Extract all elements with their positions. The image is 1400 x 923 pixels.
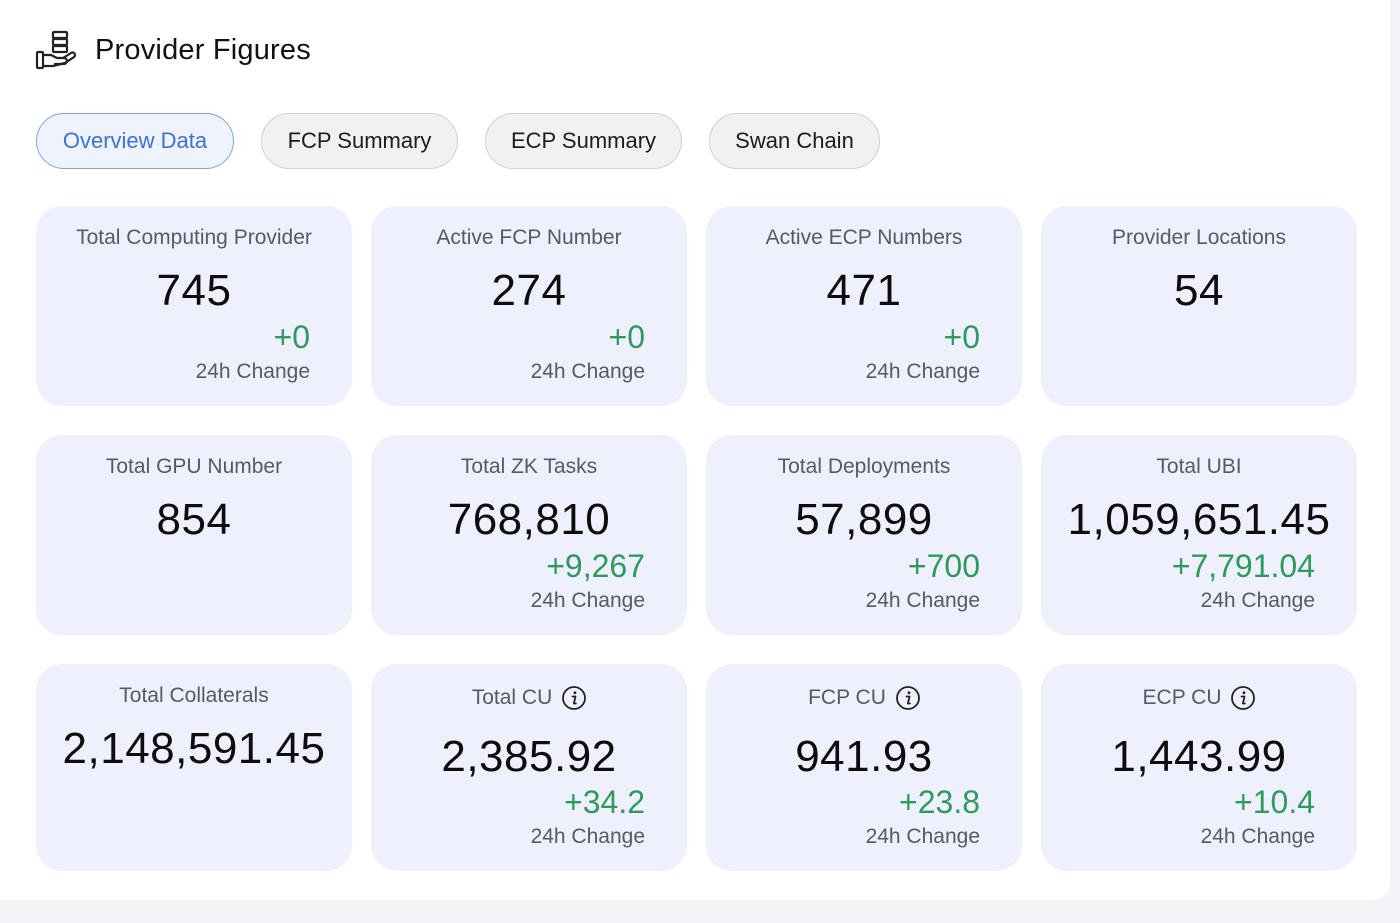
stat-change-label: 24h Change	[865, 825, 980, 848]
stat-label: Provider Locations	[1112, 226, 1286, 249]
stat-label: Total CU	[471, 686, 553, 709]
stat-change-label: 24h Change	[530, 825, 645, 848]
stat-card-fcp-cu: FCP CU 941.93 +23.8 24h Change	[706, 664, 1022, 871]
stat-value: 1,443.99	[1111, 732, 1287, 781]
tab-swan-chain[interactable]: Swan Chain	[709, 113, 880, 169]
stat-value: 2,385.92	[441, 732, 617, 781]
stat-card-total-deployments: Total Deployments 57,899 +700 24h Change	[706, 435, 1022, 635]
info-icon[interactable]	[562, 686, 587, 710]
tab-bar: Overview Data FCP Summary ECP Summary Sw…	[36, 113, 880, 169]
stat-value: 854	[156, 495, 232, 544]
stat-change-label: 24h Change	[195, 360, 310, 383]
stat-label: Total GPU Number	[105, 455, 283, 478]
stat-card-total-computing-provider: Total Computing Provider 745 +0 24h Chan…	[36, 206, 352, 406]
stat-card-total-ubi: Total UBI 1,059,651.45 +7,791.04 24h Cha…	[1041, 435, 1357, 635]
provider-hand-icon	[35, 30, 79, 70]
stat-label: Active ECP Numbers	[765, 226, 963, 249]
page-title: Provider Figures	[95, 33, 311, 66]
stat-change: +10.4	[1234, 784, 1315, 820]
info-icon[interactable]	[895, 686, 920, 710]
stat-change-label: 24h Change	[865, 360, 980, 383]
stat-label: Total Deployments	[777, 455, 951, 478]
stat-value: 471	[826, 266, 902, 315]
stat-change: +0	[608, 319, 645, 355]
tab-overview-data[interactable]: Overview Data	[36, 113, 234, 169]
stat-label: Total UBI	[1156, 455, 1242, 478]
stat-label: Total Computing Provider	[76, 226, 312, 249]
stat-label: Total ZK Tasks	[460, 455, 598, 478]
panel-header: Provider Figures	[35, 30, 311, 70]
stat-change-label: 24h Change	[1200, 825, 1315, 848]
stat-card-total-gpu-number: Total GPU Number 854	[36, 435, 352, 635]
stat-card-total-cu: Total CU 2,385.92 +34.2 24h Change	[371, 664, 687, 871]
stat-label-row: ECP CU	[1041, 686, 1357, 710]
provider-figures-panel: Provider Figures Overview Data FCP Summa…	[0, 0, 1390, 900]
stat-card-total-zk-tasks: Total ZK Tasks 768,810 +9,267 24h Change	[371, 435, 687, 635]
stat-change: +0	[273, 319, 310, 355]
stat-card-active-ecp-numbers: Active ECP Numbers 471 +0 24h Change	[706, 206, 1022, 406]
stat-value: 57,899	[795, 495, 933, 544]
stat-value: 941.93	[795, 732, 933, 781]
stat-value: 768,810	[447, 495, 611, 544]
stats-grid: Total Computing Provider 745 +0 24h Chan…	[36, 206, 1357, 871]
stat-change: +23.8	[899, 784, 980, 820]
stat-value: 1,059,651.45	[1067, 495, 1331, 544]
stat-card-active-fcp-number: Active FCP Number 274 +0 24h Change	[371, 206, 687, 406]
stat-change: +9,267	[546, 548, 645, 584]
stat-change: +34.2	[564, 784, 645, 820]
stat-card-ecp-cu: ECP CU 1,443.99 +10.4 24h Change	[1041, 664, 1357, 871]
stat-card-total-collaterals: Total Collaterals 2,148,591.45	[36, 664, 352, 871]
stat-label-row: Total CU	[371, 686, 687, 710]
stat-change-label: 24h Change	[865, 589, 980, 612]
stat-change-label: 24h Change	[1200, 589, 1315, 612]
stat-value: 54	[1174, 266, 1224, 315]
tab-fcp-summary[interactable]: FCP Summary	[261, 113, 458, 169]
stat-change-label: 24h Change	[530, 360, 645, 383]
stat-change-label: 24h Change	[530, 589, 645, 612]
info-icon[interactable]	[1231, 686, 1256, 710]
stat-value: 745	[156, 266, 232, 315]
stat-change: +7,791.04	[1171, 548, 1315, 584]
stat-label-row: FCP CU	[706, 686, 1022, 710]
tab-ecp-summary[interactable]: ECP Summary	[485, 113, 682, 169]
stat-change: +0	[943, 319, 980, 355]
stat-label: FCP CU	[808, 686, 886, 709]
stat-change: +700	[907, 548, 980, 584]
stat-label: Total Collaterals	[119, 684, 269, 707]
stat-value: 274	[491, 266, 567, 315]
stat-label: Active FCP Number	[436, 226, 622, 249]
stat-card-provider-locations: Provider Locations 54	[1041, 206, 1357, 406]
stat-value: 2,148,591.45	[62, 724, 326, 773]
stat-label: ECP CU	[1142, 686, 1222, 709]
